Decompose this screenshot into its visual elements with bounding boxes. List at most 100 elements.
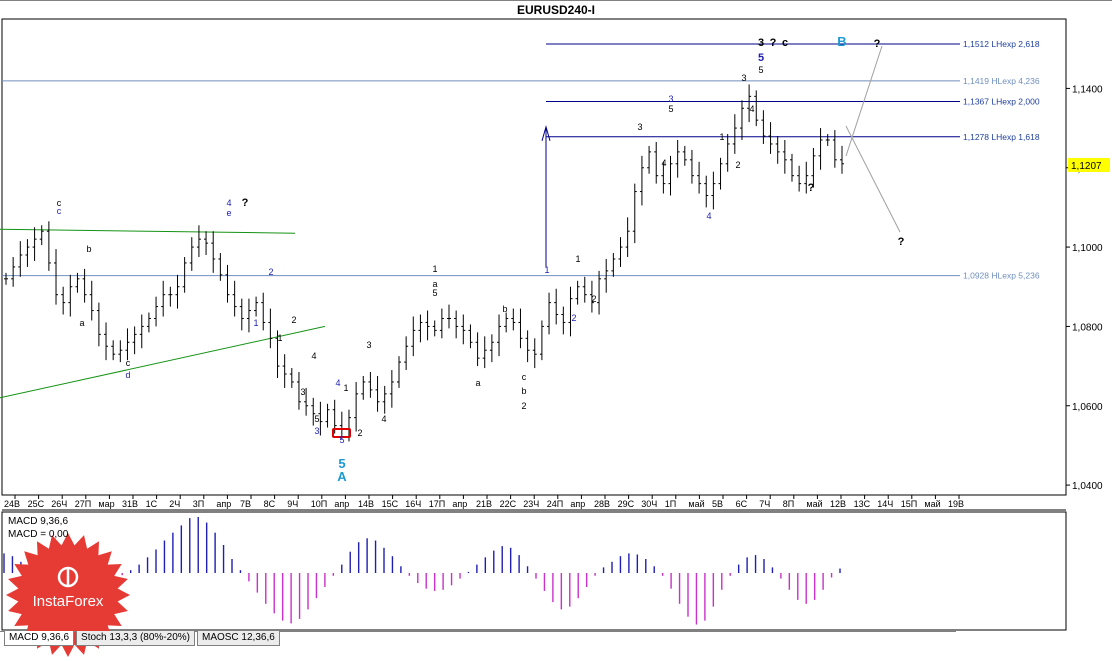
x-tick-label: 24В — [4, 499, 20, 509]
wave-label: 5 — [432, 288, 437, 298]
x-tick-label: 6С — [736, 499, 748, 509]
wave-label: c — [57, 206, 62, 216]
wave-label: 4 — [381, 414, 386, 424]
wave-projection — [845, 45, 901, 233]
x-tick-label: апр — [334, 499, 349, 509]
projection-arrow-head — [541, 125, 551, 141]
wave-label: 3 — [758, 37, 764, 49]
wave-label: 2 — [357, 428, 362, 438]
x-tick-label: 2Ч — [169, 499, 180, 509]
wave-label: B — [837, 34, 846, 49]
level-label: 1,0928 HLexp 5,236 — [963, 271, 1040, 281]
wave-label: d — [125, 370, 130, 380]
x-tick-label: 15П — [901, 499, 917, 509]
wave-label: 3 — [300, 387, 305, 397]
wave-label: 2 — [591, 294, 596, 304]
x-tick-label: май — [806, 499, 822, 509]
wave-label: 2 — [571, 313, 576, 323]
wave-label: 1 — [432, 264, 437, 274]
macd-panel-frame — [1, 511, 1067, 631]
wave-label: A — [337, 469, 347, 484]
x-tick-label: 24П — [547, 499, 563, 509]
wave-label: c — [522, 372, 527, 382]
x-tick-label: май — [924, 499, 940, 509]
wave-label: 3 — [637, 122, 642, 132]
wave-label: b — [86, 244, 91, 254]
wave-label: 3 — [668, 94, 673, 104]
x-tick-label: 13С — [854, 499, 871, 509]
macd-value-label: MACD = 0,00 — [8, 529, 69, 540]
wave-label: ? — [808, 182, 815, 194]
wave-label: 1 — [575, 254, 580, 264]
wave-label: a — [79, 318, 84, 328]
current-price-tag — [1068, 157, 1110, 172]
price-candles — [4, 84, 844, 442]
x-tick-label: 21В — [476, 499, 492, 509]
wave-label: 1 — [253, 318, 258, 328]
tabs-divider — [0, 631, 956, 632]
wave-label: a — [432, 279, 437, 289]
x-tick-label: 10П — [311, 499, 327, 509]
x-tick-label: 8П — [783, 499, 794, 509]
x-tick-label: 29С — [618, 499, 635, 509]
x-tick-label: 31В — [122, 499, 138, 509]
wave-label: 1 — [277, 333, 282, 343]
x-tick-label: 19В — [948, 499, 964, 509]
x-tick-label: 26Ч — [51, 499, 67, 509]
x-tick-label: 23Ч — [523, 499, 539, 509]
chart-title: EURUSD240-I — [517, 3, 595, 17]
wave-label: e — [226, 208, 231, 218]
fibonacci-levels: 1,1512 LHexp 2,618 1,1419 HLexp 4,236 1,13… — [2, 39, 1040, 281]
indicator-tabs: MACD 9,36,6 Stoch 13,3,3 (80%-20%) MAOSC… — [4, 631, 282, 646]
x-tick-label: 14В — [358, 499, 374, 509]
level-label: 1,1419 HLexp 4,236 — [963, 76, 1040, 86]
x-tick-label: 15С — [382, 499, 399, 509]
x-tick-label: 8С — [264, 499, 276, 509]
wave-label: 5 — [668, 104, 673, 114]
price-axis: 1,14001,12001,10001,08001,06001,04001,12… — [1066, 84, 1110, 492]
wave-label: 1 — [343, 383, 348, 393]
x-tick-label: 9Ч — [287, 499, 298, 509]
wave-label: 2 — [268, 267, 273, 277]
x-tick-label: 3П — [193, 499, 204, 509]
x-tick-label: 30Ч — [641, 499, 657, 509]
x-tick-label: 5В — [712, 499, 723, 509]
x-tick-label: 7Ч — [759, 499, 770, 509]
wave-label: 5 — [339, 435, 344, 445]
wave-label: 5 — [758, 65, 763, 75]
level-label: 1,1278 LHexp 1,618 — [963, 132, 1040, 142]
x-tick-label: апр — [570, 499, 585, 509]
y-tick-label: 1,0800 — [1072, 322, 1103, 333]
x-tick-label: 14Ч — [877, 499, 893, 509]
wave-label: 4 — [226, 198, 231, 208]
level-label: 1,1512 LHexp 2,618 — [963, 39, 1040, 49]
wave-label: 4 — [335, 378, 340, 388]
wave-label: ? — [874, 38, 881, 50]
x-tick-label: 12В — [830, 499, 846, 509]
y-tick-label: 1,1400 — [1072, 84, 1103, 95]
wave-label: 1 — [719, 132, 724, 142]
wave-label: 3 — [366, 340, 371, 350]
wave-label: c — [126, 358, 131, 368]
instaforex-logo: InstaForex — [6, 533, 130, 657]
current-price-label: 1,1207 — [1071, 161, 1102, 172]
x-tick-label: мар — [98, 499, 114, 509]
wave-label: 4 — [311, 351, 316, 361]
tab-maosc[interactable]: MAOSC 12,36,6 — [196, 631, 280, 646]
level-label: 1,1367 LHexp 2,000 — [963, 97, 1040, 107]
x-tick-label: 25С — [28, 499, 45, 509]
y-tick-label: 1,0400 — [1072, 481, 1103, 492]
x-tick-label: апр — [216, 499, 231, 509]
tab-macd[interactable]: MACD 9,36,6 — [4, 631, 75, 646]
x-tick-label: 28В — [594, 499, 610, 509]
x-tick-label: 7В — [240, 499, 251, 509]
wave-label: 5 — [758, 52, 764, 64]
tab-stoch[interactable]: Stoch 13,3,3 (80%-20%) — [76, 631, 195, 646]
wave-label: 2 — [735, 160, 740, 170]
wave-label: b — [521, 386, 526, 396]
wave-label: 4 — [661, 158, 666, 168]
y-tick-label: 1,0600 — [1072, 402, 1103, 413]
macd-title: MACD 9,36,6 — [8, 516, 68, 527]
